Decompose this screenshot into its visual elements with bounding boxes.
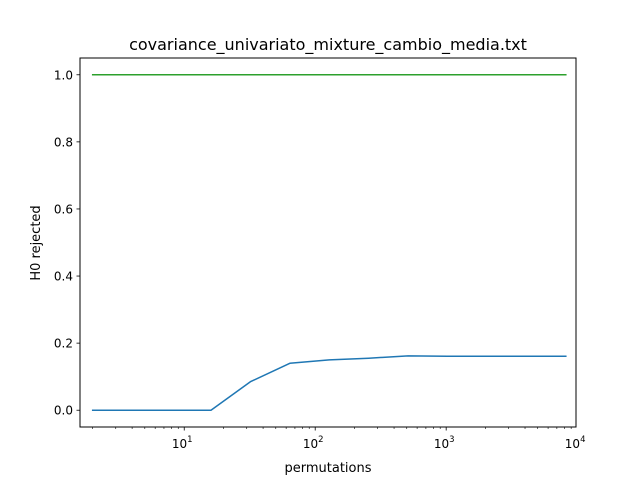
x-tick-label: 104: [565, 435, 586, 451]
y-tick-label: 0.4: [54, 270, 73, 284]
axes-frame: [79, 57, 577, 428]
series-layer: [91, 74, 567, 411]
y-axis-label: H0 rejected: [29, 205, 44, 280]
y-tick-label: 0.6: [54, 202, 73, 216]
x-tick-label: 103: [434, 435, 455, 451]
chart-title: covariance_univariato_mixture_cambio_med…: [129, 35, 527, 55]
x-tick-label: 102: [303, 435, 324, 451]
series-line-2: [91, 355, 567, 411]
x-axis: 101 102 103 104: [92, 427, 586, 451]
y-axis: 0.0 0.2 0.4 0.6 0.8 1.0: [54, 68, 80, 418]
y-tick-label: 1.0: [54, 68, 73, 82]
x-axis-label: permutations: [284, 461, 371, 476]
y-tick-label: 0.0: [54, 404, 73, 418]
x-tick-label: 101: [172, 435, 193, 451]
y-tick-label: 0.8: [54, 135, 73, 149]
y-tick-label: 0.2: [54, 337, 73, 351]
